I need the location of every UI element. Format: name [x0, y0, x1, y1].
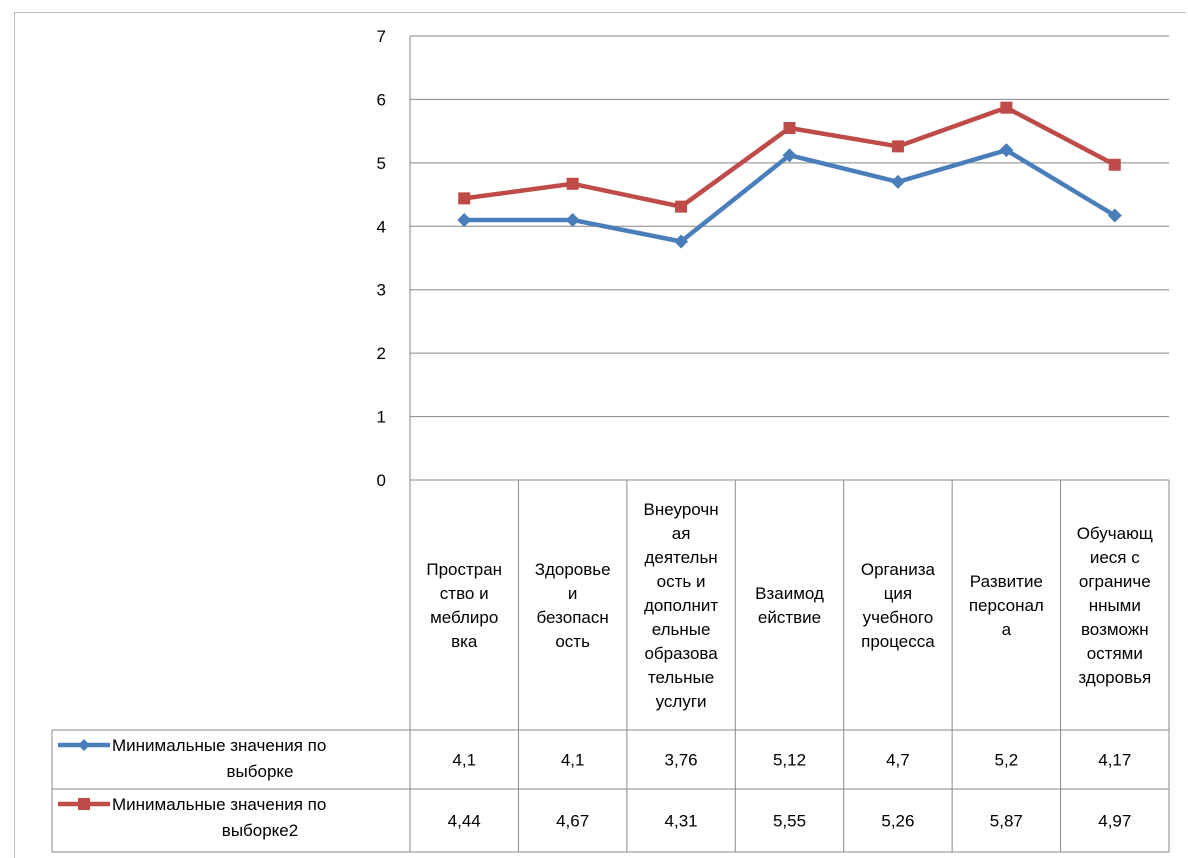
- category-label-line: ая: [672, 524, 691, 543]
- category-label-line: Простран: [426, 560, 502, 579]
- data-table-value: 4,31: [665, 812, 698, 831]
- series-point-diamond: [1107, 208, 1122, 223]
- data-table-value: 4,1: [561, 751, 585, 770]
- category-label: Взаимод ействие: [755, 584, 824, 627]
- data-table-value: 4,17: [1098, 751, 1131, 770]
- series-line: [464, 147, 1116, 244]
- category-label-line: и: [568, 584, 578, 603]
- category-label-line: процесса: [861, 632, 935, 651]
- category-label: Организа ция учебного процесса: [861, 560, 936, 651]
- category-label-line: Внеурочн: [644, 500, 719, 519]
- category-label-line: меблиро: [430, 608, 498, 627]
- category-label-line: Взаимод: [755, 584, 824, 603]
- category-label: Простран ство и меблиро вка: [426, 560, 502, 651]
- y-tick-label: 2: [377, 344, 386, 363]
- series-point-square: [1108, 158, 1121, 171]
- legend-label-line: Минимальные значения по: [112, 736, 326, 755]
- category-label-line: иеся с: [1090, 548, 1140, 567]
- category-label-line: Обучающ: [1077, 524, 1153, 543]
- data-table-value: 4,1: [452, 751, 476, 770]
- category-label-line: персонал: [969, 596, 1044, 615]
- category-label-line: Развитие: [970, 572, 1043, 591]
- series-point-diamond: [674, 234, 689, 249]
- data-table-value: 4,67: [556, 812, 589, 831]
- series-point-diamond: [999, 143, 1014, 158]
- data-table-value: 4,97: [1098, 812, 1131, 831]
- category-label: Здоровье и безопасн ость: [535, 560, 611, 651]
- y-tick-label: 4: [377, 217, 386, 236]
- series-point-diamond: [782, 148, 797, 163]
- data-table-value: 4,44: [448, 812, 481, 831]
- category-label: Внеурочн ая деятельн ость и дополнит ельные об…: [644, 500, 719, 711]
- y-tick-label: 0: [377, 471, 386, 490]
- category-label-line: ействие: [758, 608, 821, 627]
- category-label-line: тельные: [648, 668, 714, 687]
- legend-key-diamond: [78, 739, 90, 751]
- category-label-line: ограниче: [1079, 572, 1151, 591]
- category-label: Развитие персонал а: [969, 572, 1044, 639]
- legend-label-line: выборке2: [222, 821, 298, 840]
- series-point-square: [891, 140, 904, 153]
- category-label-line: ельные: [652, 620, 711, 639]
- legend-label-line: выборке: [227, 762, 294, 781]
- y-tick-label: 5: [377, 154, 386, 173]
- category-label-line: образова: [644, 644, 718, 663]
- category-label-line: а: [1002, 620, 1012, 639]
- y-tick-label: 7: [377, 27, 386, 46]
- category-label-line: вка: [451, 632, 478, 651]
- legend-label: Минимальные значения по выборке: [112, 736, 326, 781]
- category-label-line: ция: [884, 584, 912, 603]
- data-table-value: 5,87: [990, 812, 1023, 831]
- category-label-line: ость и: [657, 572, 706, 591]
- category-label: Обучающ иеся с ограниче нными возможн остями з…: [1077, 524, 1153, 687]
- category-label-line: Здоровье: [535, 560, 611, 579]
- legend-label-line: Минимальные значения по: [112, 795, 326, 814]
- series-point-diamond: [890, 174, 905, 189]
- data-table-value: 5,55: [773, 812, 806, 831]
- category-label-line: ство и: [440, 584, 489, 603]
- category-label-line: дополнит: [644, 596, 718, 615]
- legend-label: Минимальные значения по выборке2: [112, 795, 326, 840]
- y-tick-label: 3: [377, 281, 386, 300]
- category-label-line: безопасн: [537, 608, 609, 627]
- legend-key-square: [78, 798, 90, 810]
- series-point-diamond: [565, 212, 580, 227]
- y-tick-label: 1: [377, 408, 386, 427]
- data-table-value: 5,12: [773, 751, 806, 770]
- data-table-value: 5,26: [881, 812, 914, 831]
- category-label-line: остями: [1087, 644, 1143, 663]
- category-label-line: возможн: [1081, 620, 1149, 639]
- category-label-line: деятельн: [644, 548, 717, 567]
- data-table-value: 5,2: [995, 751, 1019, 770]
- series-point-square: [783, 121, 796, 134]
- chart-frame: [14, 12, 1186, 858]
- series-point-square: [675, 200, 688, 213]
- category-label-line: нными: [1089, 596, 1141, 615]
- series-point-square: [458, 192, 471, 205]
- category-label-line: ость: [555, 632, 590, 651]
- series-point-diamond: [457, 212, 472, 227]
- category-label-line: услуги: [656, 692, 707, 711]
- category-label-line: здоровья: [1078, 668, 1151, 687]
- category-label-line: Организа: [861, 560, 936, 579]
- category-label-line: учебного: [863, 608, 933, 627]
- data-table-value: 4,7: [886, 751, 910, 770]
- y-tick-label: 6: [377, 90, 386, 109]
- series-point-square: [1000, 101, 1013, 114]
- data-table-value: 3,76: [665, 751, 698, 770]
- series-point-square: [566, 177, 579, 190]
